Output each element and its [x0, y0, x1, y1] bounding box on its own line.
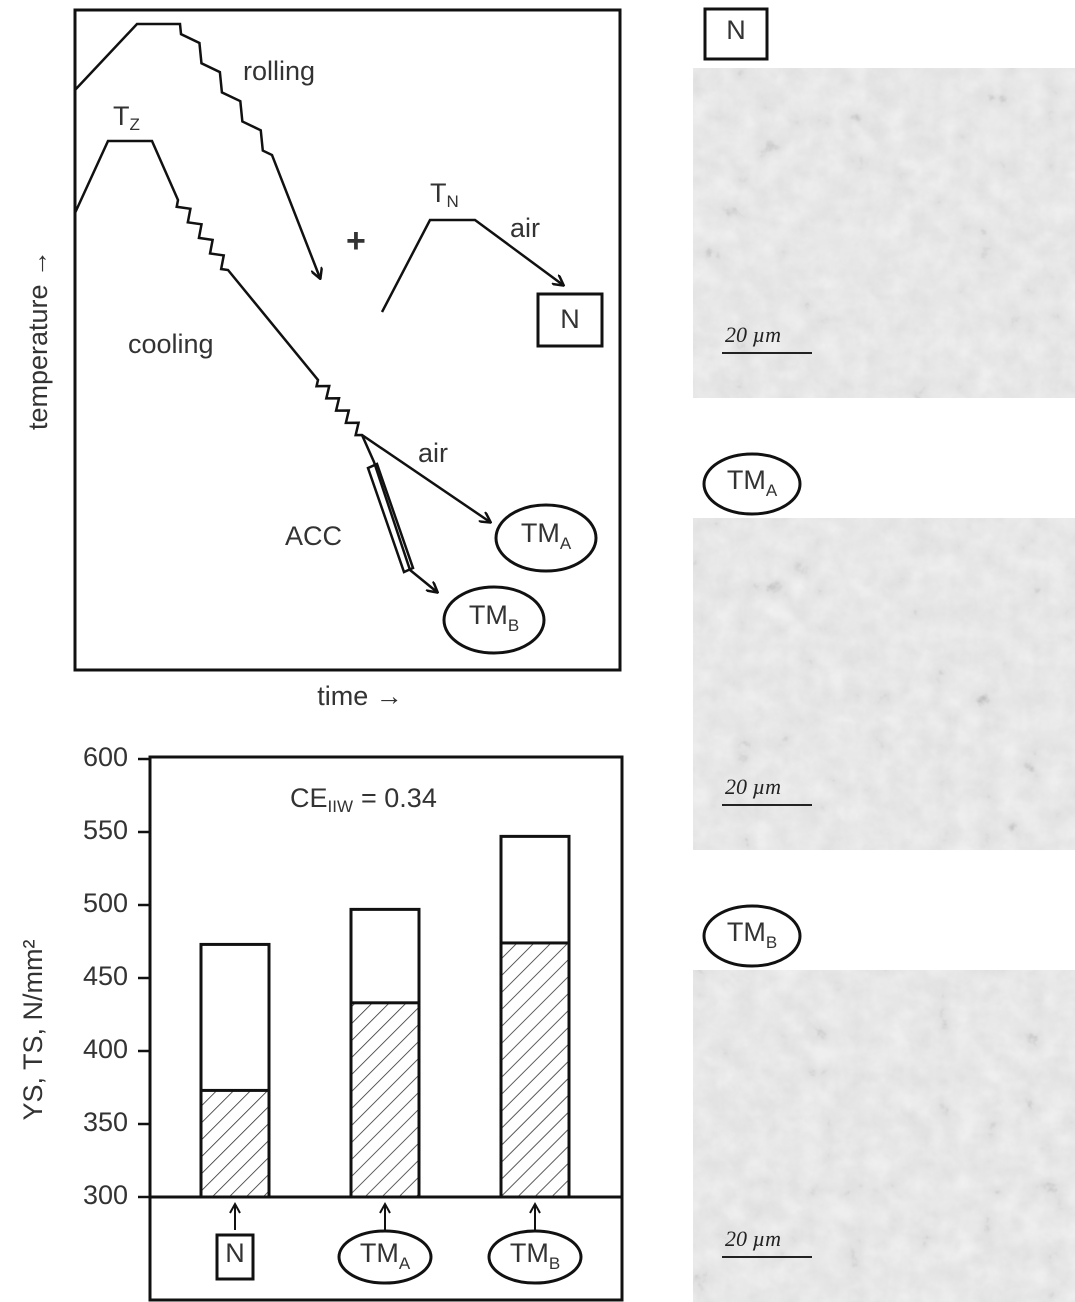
label-sub: A: [766, 481, 778, 500]
y-tick-label: 550: [83, 815, 128, 845]
label-main: N: [225, 1238, 245, 1268]
label-main: TM: [521, 518, 560, 548]
label-sub: A: [560, 534, 572, 553]
label-plus: +: [346, 222, 366, 260]
label-main: T: [113, 101, 130, 131]
micrograph: [693, 970, 1075, 1302]
diagram-y-label: temperature →: [23, 250, 53, 430]
label-sub: B: [508, 616, 519, 635]
process-diagram: rolling TZ + TN air N cooling air ACC TM…: [23, 10, 620, 711]
y-tick-label: 300: [83, 1180, 128, 1210]
label-air: air: [510, 213, 540, 243]
bar: [351, 1003, 419, 1197]
label-tmb: TMB: [469, 600, 519, 635]
bar: [501, 943, 569, 1197]
diagram-x-label: time →: [317, 681, 403, 711]
bar-chart: CEIIW = 0.34 YS, TS, N/mm² 300 350 400 450 50…: [18, 742, 622, 1300]
micrograph-label: TMB: [727, 917, 777, 952]
label-main: TM: [469, 600, 508, 630]
micrograph-label: N: [726, 15, 746, 45]
y-tick-label: 350: [83, 1107, 128, 1137]
label-n: N: [560, 304, 580, 334]
y-tick-label: 400: [83, 1034, 128, 1064]
annotation-rest: = 0.34: [361, 783, 437, 813]
scale-label: 20 µm: [725, 774, 781, 799]
label-main: TM: [360, 1238, 399, 1268]
label-sub: A: [399, 1254, 411, 1273]
label-sub: B: [766, 933, 777, 952]
label-main: N: [726, 15, 746, 45]
label-tn: TN: [430, 178, 459, 211]
y-axis-label: YS, TS, N/mm²: [18, 939, 48, 1120]
label-main: TM: [727, 465, 766, 495]
y-tick-label: 600: [83, 742, 128, 772]
x-tick-label: N: [225, 1238, 245, 1268]
label-tma: TMA: [521, 518, 572, 553]
label-tz: TZ: [113, 101, 140, 134]
label-sub: N: [447, 192, 459, 211]
scale-label: 20 µm: [725, 322, 781, 347]
figure: rolling TZ + TN air N cooling air ACC TM…: [0, 0, 1075, 1302]
y-tick-label: 450: [83, 961, 128, 991]
label-main: TM: [510, 1238, 549, 1268]
label-main: T: [430, 178, 447, 208]
label-main: TM: [727, 917, 766, 947]
label-acc: ACC: [285, 521, 342, 551]
annotation: CEIIW = 0.34: [290, 783, 437, 816]
x-tick-label: TMB: [510, 1238, 560, 1273]
bar: [201, 1090, 269, 1197]
scale-label: 20 µm: [725, 1226, 781, 1251]
micrograph: [693, 518, 1075, 850]
micrograph: [693, 68, 1075, 398]
micrograph-label: TMA: [727, 465, 778, 500]
label-sub: B: [549, 1254, 560, 1273]
y-tick-label: 500: [83, 888, 128, 918]
label-sub: Z: [130, 115, 140, 134]
label-rolling: rolling: [243, 56, 315, 86]
annotation-main: CE: [290, 783, 328, 813]
annotation-sub: IIW: [328, 797, 354, 816]
x-tick-label: TMA: [360, 1238, 411, 1273]
label-air: air: [418, 438, 448, 468]
label-cooling: cooling: [128, 329, 214, 359]
